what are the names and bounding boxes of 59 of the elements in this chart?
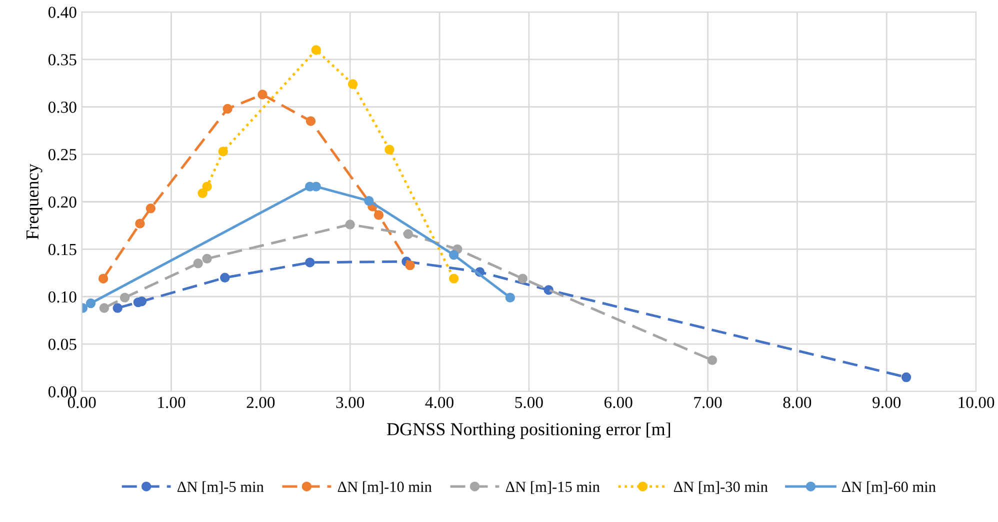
point: [222, 104, 232, 114]
point: [403, 229, 414, 239]
y-tick-label: 0.25: [48, 149, 76, 160]
point: [374, 210, 384, 220]
point: [311, 182, 321, 192]
point: [112, 303, 122, 313]
point: [518, 274, 528, 284]
point: [202, 254, 212, 264]
y-tick-label: 0.00: [48, 386, 76, 398]
x-tick-label: 0.00: [68, 396, 96, 408]
x-tick-label: 1.00: [158, 396, 186, 408]
x-axis-title: DGNSS Northing positioning error [m]: [387, 422, 670, 440]
y-tick-label: 0.35: [48, 54, 76, 66]
point: [202, 182, 212, 192]
legend-label: ΔN [m]-60 min: [842, 481, 936, 494]
x-tick-label: 5.00: [515, 396, 543, 408]
point: [220, 272, 230, 283]
point: [193, 258, 203, 268]
x-tick-label: 2.00: [246, 396, 275, 408]
x-tick-label: 4.00: [425, 396, 454, 408]
x-tick-label: 7.00: [694, 396, 722, 408]
point: [405, 260, 415, 270]
point: [146, 204, 156, 214]
x-tick-label: 9.00: [872, 396, 901, 408]
y-tick-label: 0.05: [48, 338, 76, 350]
point: [86, 298, 96, 308]
x-tick-label: 10.00: [958, 396, 994, 408]
point: [448, 274, 459, 284]
point: [198, 188, 208, 198]
point: [345, 220, 355, 230]
legend-label: ΔN [m]-30 min: [674, 481, 768, 494]
x-tick-label: 6.00: [604, 396, 632, 408]
y-axis-title: Frequency: [26, 164, 42, 240]
legend-label: ΔN [m]-15 min: [506, 481, 600, 494]
point: [305, 258, 315, 268]
point: [348, 79, 358, 89]
y-tick-label: 0.20: [48, 196, 76, 208]
y-tick-label: 0.10: [48, 291, 76, 303]
point: [135, 218, 145, 228]
point: [901, 372, 912, 382]
point: [505, 292, 516, 302]
point: [120, 292, 130, 302]
y-tick-label: 0.40: [48, 6, 76, 18]
y-tick-label: 0.15: [48, 244, 76, 256]
x-tick-label: 8.00: [783, 396, 812, 408]
point: [306, 116, 316, 126]
point: [707, 355, 718, 366]
point: [218, 146, 228, 156]
point: [364, 196, 374, 206]
point: [99, 303, 110, 313]
point: [448, 250, 459, 260]
y-tick-label: 0.30: [48, 102, 76, 113]
x-tick-label: 3.00: [336, 396, 364, 408]
point: [258, 90, 268, 100]
point: [311, 45, 321, 55]
legend-label: ΔN [m]-5 min: [177, 481, 264, 494]
point: [384, 144, 394, 154]
legend-label: ΔN [m]-10 min: [338, 481, 432, 494]
point: [98, 274, 108, 284]
